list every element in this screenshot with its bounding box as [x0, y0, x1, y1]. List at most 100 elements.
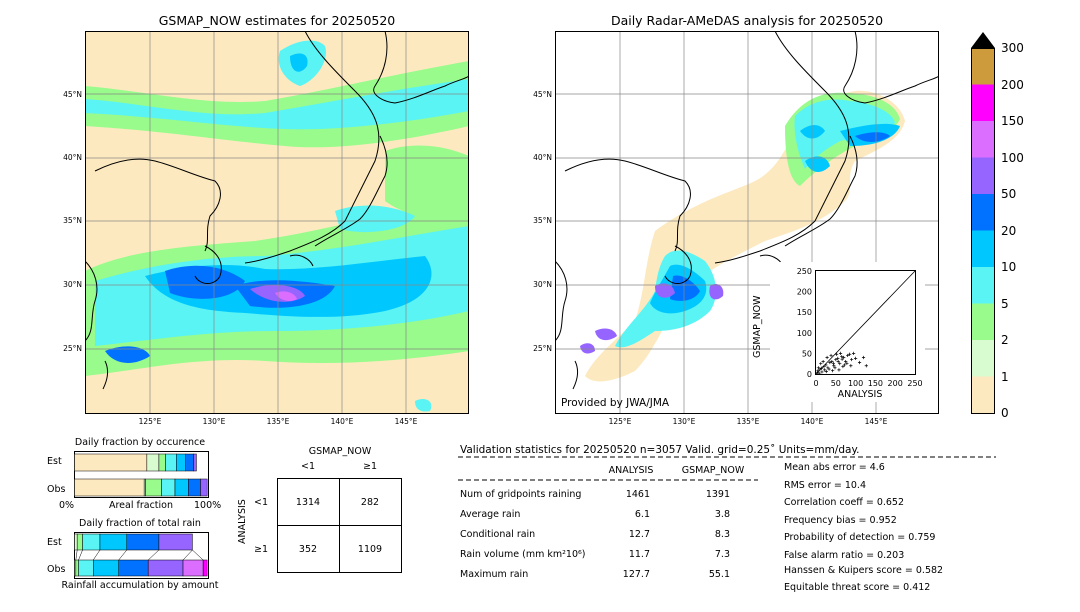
- scatter-point: [834, 357, 838, 362]
- scatter-ticks: 00 50 50 100 100 150 150 200 200 250 250: [797, 267, 923, 388]
- scatter-point: [817, 371, 821, 375]
- scatter-point: [842, 363, 847, 367]
- right-lon-125: 125°E: [608, 417, 632, 426]
- scatter-point: [819, 362, 823, 366]
- left-lat-30: 30°N: [63, 280, 82, 289]
- scatter-ytick-label: 100: [797, 329, 812, 338]
- scatter-point: [827, 367, 831, 371]
- scatter-point: [838, 351, 843, 355]
- total-rain-segment: [202, 559, 208, 577]
- left-lon-130: 130°E: [202, 417, 226, 426]
- scatter-ytick-label: 50: [802, 349, 812, 358]
- scatter-point: [820, 370, 824, 374]
- right-lat-25: 25°N: [533, 344, 552, 353]
- total-rain-axis-label: Rainfall accumulation by amount: [61, 580, 219, 591]
- colorbar-box: [971, 157, 995, 194]
- score-ets: Equitable threat score = 0.412: [784, 582, 931, 593]
- right-lat-30: 30°N: [533, 280, 552, 289]
- colorbar-box: [971, 48, 995, 85]
- left-map-coastlines: [85, 31, 469, 390]
- validation-row-gsmap: 55.1: [708, 569, 730, 580]
- colorbar-tick-label: 5: [1001, 296, 1009, 311]
- occurrence-segment: [200, 478, 208, 497]
- scatter-point: [816, 366, 820, 370]
- validation-row-gsmap: 7.3: [714, 549, 730, 560]
- occurrence-bars: [74, 451, 209, 498]
- scatter-point: [841, 364, 845, 369]
- occurrence-segment: [161, 478, 176, 497]
- left-lat-35: 35°N: [63, 216, 82, 225]
- occurrence-segment: [165, 453, 177, 472]
- score-correlation: Correlation coeff = 0.652: [784, 497, 905, 508]
- scatter-point: [823, 368, 827, 372]
- right-rain-areas: [580, 92, 900, 354]
- occurrence-segment: [188, 478, 201, 497]
- scatter-point: [840, 357, 844, 361]
- occurrence-segment: [158, 453, 166, 472]
- right-lon-135: 135°E: [736, 417, 760, 426]
- scatter-point: [828, 360, 832, 365]
- total-rain-segment: [147, 559, 184, 577]
- scatter-xtick-label: 250: [907, 379, 922, 388]
- validation-row-label: Rain volume (mm km²10⁶): [460, 549, 586, 560]
- validation-dividers: [458, 456, 996, 481]
- colorbar-tick-label: 0: [1001, 406, 1009, 420]
- contingency-cell-ge-lt: 352: [298, 544, 318, 555]
- validation-row-label: Conditional rain: [460, 529, 536, 540]
- occurrence-segment: [145, 478, 162, 497]
- right-lat-45: 45°N: [533, 90, 552, 99]
- left-lat-25: 25°N: [63, 344, 82, 353]
- scatter-point: [836, 360, 840, 364]
- scatter-point: [864, 364, 868, 368]
- scatter-point: [831, 369, 835, 373]
- scatter-point: [840, 355, 844, 359]
- occurrence-segment: [146, 453, 160, 472]
- colorbar-tick-label: 20: [1001, 223, 1017, 238]
- contingency-row-title: ANALYSIS: [237, 499, 248, 544]
- occurrence-axis-left: 0%: [59, 500, 75, 511]
- left-map-frame: [85, 31, 469, 414]
- contingency-cell-ge-ge: 1109: [357, 544, 383, 555]
- validation-row-analysis: 6.1: [634, 509, 650, 520]
- total-rain-segment: [118, 559, 149, 577]
- score-rmse: RMS error = 10.4: [784, 480, 866, 491]
- validation-row-gsmap: 8.3: [714, 529, 730, 540]
- colorbar-tick-label: 1: [1001, 369, 1009, 384]
- total-rain-segment: [182, 559, 204, 577]
- scatter-point: [815, 371, 819, 375]
- score-hk: Hanssen & Kuipers score = 0.582: [784, 565, 944, 576]
- validation-row-analysis: 12.7: [628, 529, 650, 540]
- contingency-col-title: GSMAP_NOW: [308, 446, 372, 457]
- scatter-point: [849, 364, 853, 368]
- right-map-frame: [555, 31, 939, 414]
- scatter-point: [852, 351, 856, 355]
- score-pod: Probability of detection = 0.759: [784, 532, 936, 543]
- occurrence-segment: [174, 478, 189, 497]
- colorbar-tick-label: 50: [1001, 187, 1017, 201]
- total-rain-segment: [78, 559, 94, 577]
- contingency-cell-hit-lt-lt: 1314: [295, 497, 321, 508]
- scatter-xtick-label: 200: [888, 379, 903, 388]
- scatter-point: [845, 361, 849, 365]
- scatter-point: [848, 352, 852, 356]
- colorbar: [971, 32, 995, 414]
- occurrence-segment: [74, 453, 148, 472]
- scatter-point: [825, 355, 829, 360]
- total-rain-segment: [76, 533, 83, 551]
- left-lon-140: 140°E: [330, 417, 354, 426]
- left-lon-135: 135°E: [266, 417, 290, 426]
- occurrence-title: Daily fraction by occurence: [74, 437, 206, 448]
- occurrence-obs-label: Obs: [47, 484, 66, 495]
- total-rain-link: [78, 549, 83, 561]
- colorbar-tick-label: 100: [1001, 150, 1024, 165]
- validation-row-gsmap: 1391: [705, 489, 730, 500]
- total-rain-segment: [74, 533, 78, 551]
- total-rain-link: [192, 549, 204, 561]
- total-rain-link: [118, 549, 127, 561]
- total-rain-obs-label: Obs: [47, 564, 66, 575]
- scatter-plot: 00 50 50 100 100 150 150 200 200 250 250: [770, 262, 925, 402]
- occurrence-segment: [74, 478, 145, 497]
- scatter-diagonal: [815, 270, 916, 375]
- scatter-ytick-label: 200: [797, 288, 812, 297]
- scatter-xtick-label: 50: [831, 379, 841, 388]
